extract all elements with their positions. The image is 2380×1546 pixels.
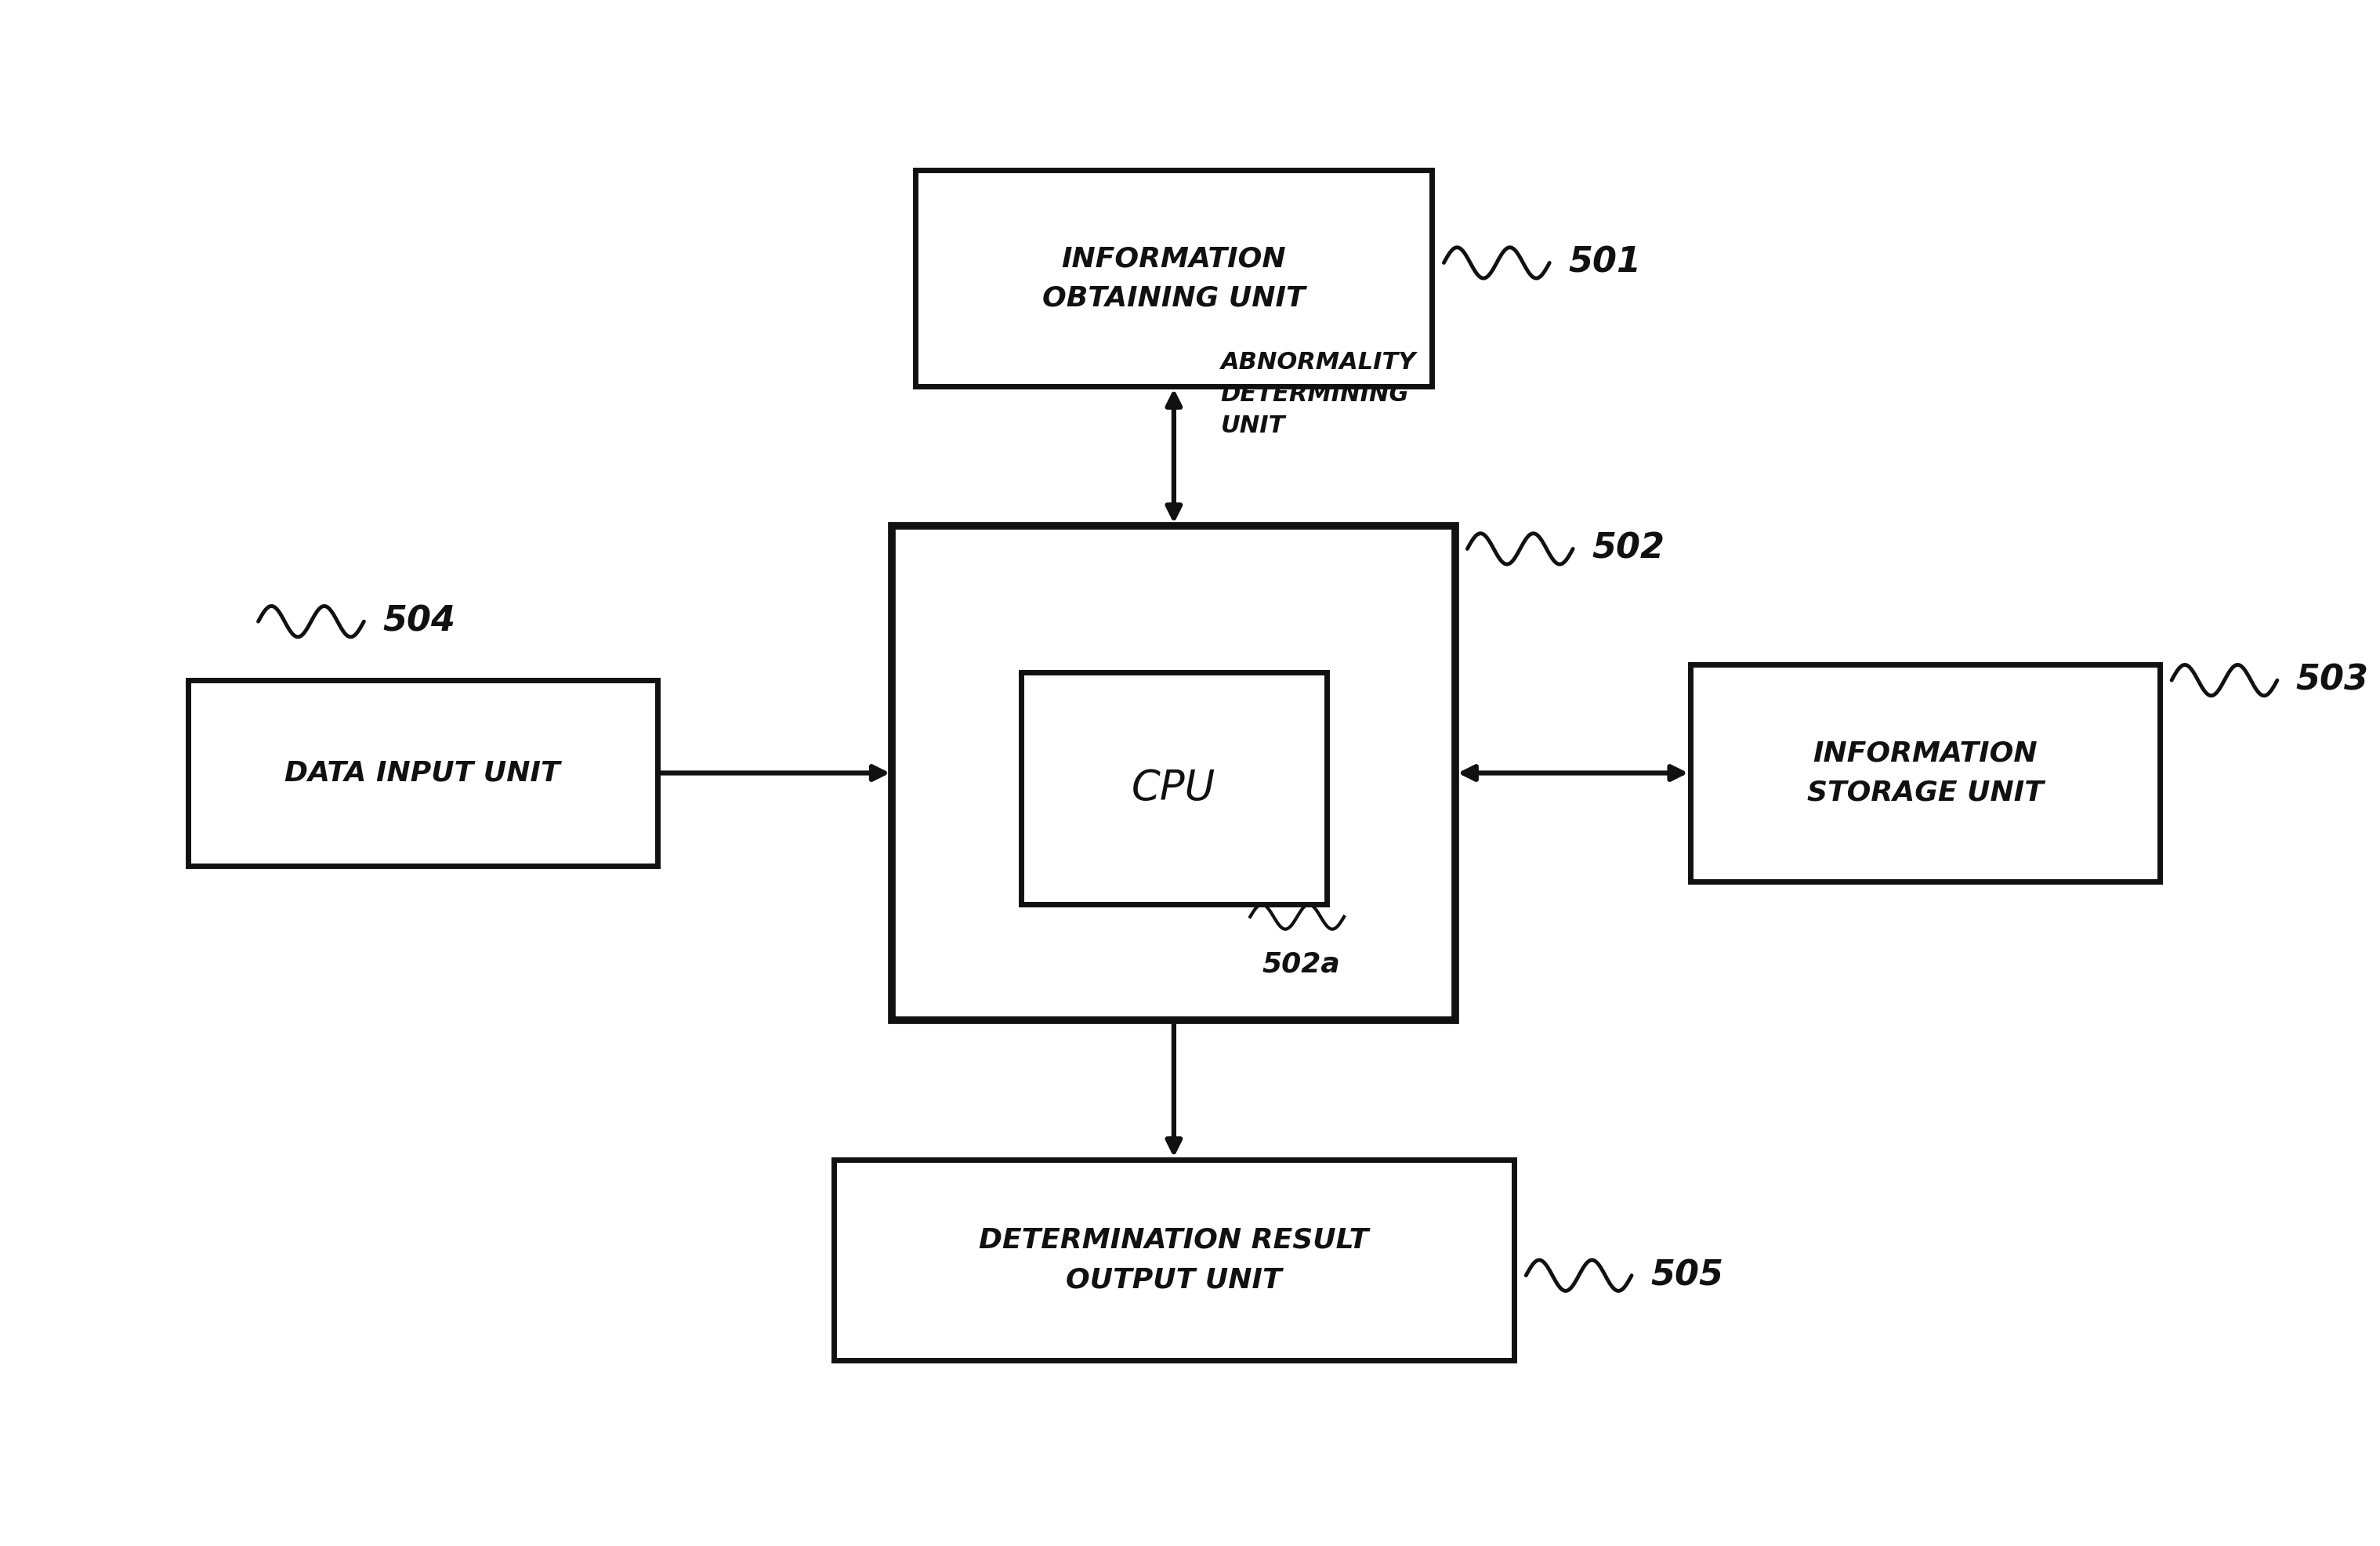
Text: 505: 505: [1649, 1258, 1723, 1292]
Text: DATA INPUT UNIT: DATA INPUT UNIT: [286, 759, 559, 787]
Text: INFORMATION
OBTAINING UNIT: INFORMATION OBTAINING UNIT: [1042, 246, 1304, 311]
Text: 501: 501: [1568, 246, 1642, 280]
Text: 502a: 502a: [1261, 951, 1340, 977]
Text: 504: 504: [383, 604, 455, 638]
FancyBboxPatch shape: [188, 680, 657, 866]
FancyBboxPatch shape: [833, 1160, 1514, 1360]
Text: CPU: CPU: [1133, 768, 1216, 809]
Text: DETERMINATION RESULT
OUTPUT UNIT: DETERMINATION RESULT OUTPUT UNIT: [978, 1228, 1368, 1292]
FancyBboxPatch shape: [892, 526, 1457, 1020]
Text: 502: 502: [1592, 532, 1664, 566]
Text: ABNORMALITY
DETERMINING
UNIT: ABNORMALITY DETERMINING UNIT: [1221, 351, 1416, 438]
Text: INFORMATION
STORAGE UNIT: INFORMATION STORAGE UNIT: [1806, 741, 2044, 805]
Text: 503: 503: [2297, 663, 2368, 697]
FancyBboxPatch shape: [1021, 673, 1326, 904]
FancyBboxPatch shape: [916, 170, 1433, 386]
FancyBboxPatch shape: [1690, 665, 2161, 881]
